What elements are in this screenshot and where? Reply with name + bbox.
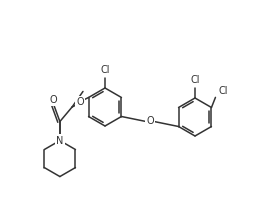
- Text: Cl: Cl: [190, 75, 200, 85]
- Text: O: O: [77, 97, 84, 107]
- Text: O: O: [50, 95, 57, 105]
- Text: N: N: [56, 136, 64, 146]
- Text: Cl: Cl: [219, 86, 228, 96]
- Text: O: O: [146, 117, 154, 126]
- Text: Cl: Cl: [100, 65, 110, 75]
- Text: N: N: [56, 136, 64, 146]
